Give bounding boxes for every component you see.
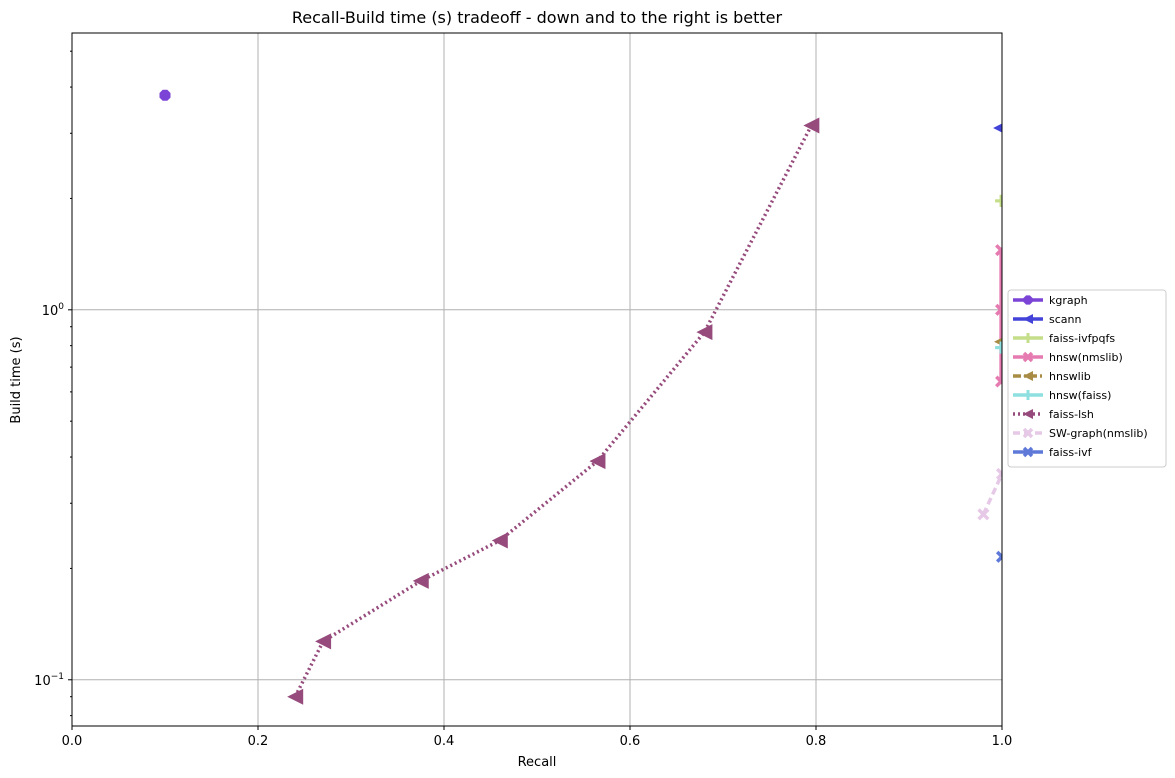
x-ticks: 0.0 0.2 0.4 0.6 0.8 1.0	[62, 726, 1013, 749]
legend-marker	[1023, 409, 1033, 419]
legend-marker	[1022, 446, 1034, 458]
legend-entry-sw-graph-nmslib: SW-graph(nmslib)	[1013, 427, 1148, 440]
data-point	[995, 244, 1002, 257]
data-point	[589, 453, 606, 470]
legend-entry-faiss-ivfpqfs: faiss-ivfpqfs	[1013, 332, 1115, 345]
legend-marker	[1023, 333, 1033, 343]
data-point	[696, 324, 713, 341]
legend-label: hnswlib	[1049, 370, 1091, 383]
y-axis-label: Build time (s)	[9, 336, 24, 423]
legend-marker	[1023, 371, 1033, 381]
data-point	[995, 375, 1002, 388]
legend-entry-hnsw-faiss: hnsw(faiss)	[1013, 389, 1111, 402]
data-point	[287, 688, 304, 705]
data-point	[159, 89, 171, 101]
legend-label: scann	[1049, 313, 1081, 326]
legend-entry-faiss-ivf: faiss-ivf	[1013, 446, 1093, 459]
data-point	[315, 633, 332, 650]
legend-label: hnsw(faiss)	[1049, 389, 1111, 402]
x-tick-label: 0.8	[806, 734, 827, 749]
plot-background	[72, 33, 1002, 726]
data-point	[996, 194, 1002, 207]
legend-label: kgraph	[1049, 294, 1088, 307]
data-point	[994, 124, 1002, 133]
y-ticks: 10−1 100	[34, 50, 72, 717]
legend-entry-kgraph: kgraph	[1013, 294, 1088, 307]
data-point	[977, 508, 990, 521]
data-point	[412, 572, 429, 589]
series-line	[981, 473, 1002, 516]
legend-entry-hnsw-nmslib: hnsw(nmslib)	[1013, 351, 1123, 364]
legend-box	[1007, 289, 1167, 468]
legend-label: hnsw(nmslib)	[1049, 351, 1123, 364]
legend-label: faiss-ivf	[1049, 446, 1093, 459]
legend-marker	[1023, 314, 1033, 324]
series-sw-graph-nmslib	[977, 467, 1002, 521]
x-tick-label: 0.0	[62, 734, 83, 749]
x-tick-label: 0.6	[620, 734, 641, 749]
legend-marker	[1023, 390, 1033, 400]
legend-marker	[1022, 351, 1034, 363]
plot-frame	[71, 32, 1003, 727]
x-tick-label: 0.2	[248, 734, 269, 749]
legend-label: faiss-lsh	[1049, 408, 1094, 421]
legend-entry-hnswlib: hnswlib	[1013, 370, 1091, 383]
x-axis-label: Recall	[518, 755, 557, 770]
legend: kgraph scann faiss-ivfpqfs hnsw(nmslib) hnsw…	[1007, 289, 1167, 468]
legend-entry-scann: scann	[1013, 313, 1081, 326]
chart-title: Recall-Build time (s) tradeoff - down an…	[292, 8, 783, 27]
data-point	[995, 550, 1002, 563]
series-hnsw-nmslib	[995, 244, 1002, 388]
series-layer	[159, 89, 1002, 705]
x-tick-label: 0.4	[434, 734, 455, 749]
y-tick-label: 10−1	[34, 672, 64, 689]
data-point	[803, 117, 820, 134]
data-point	[995, 467, 1002, 480]
series-faiss-lsh	[287, 117, 820, 705]
data-point	[996, 341, 1002, 354]
legend-marker	[1023, 295, 1033, 305]
legend-entry-faiss-lsh: faiss-lsh	[1013, 408, 1094, 421]
legend-label: SW-graph(nmslib)	[1049, 427, 1148, 440]
data-point	[491, 532, 508, 549]
x-tick-label: 1.0	[992, 734, 1013, 749]
data-point	[995, 303, 1002, 316]
y-tick-label: 100	[42, 302, 65, 319]
series-faiss-ivf	[995, 550, 1002, 563]
legend-label: faiss-ivfpqfs	[1049, 332, 1115, 345]
legend-marker	[1022, 427, 1034, 439]
series-kgraph	[159, 89, 171, 101]
